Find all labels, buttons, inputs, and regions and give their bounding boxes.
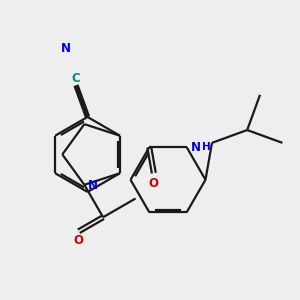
- Text: C: C: [72, 72, 80, 85]
- Text: N: N: [191, 141, 201, 154]
- Text: O: O: [74, 234, 84, 247]
- Text: N: N: [61, 42, 71, 55]
- Text: H: H: [202, 142, 211, 152]
- Text: N: N: [88, 179, 98, 192]
- Text: O: O: [149, 177, 159, 190]
